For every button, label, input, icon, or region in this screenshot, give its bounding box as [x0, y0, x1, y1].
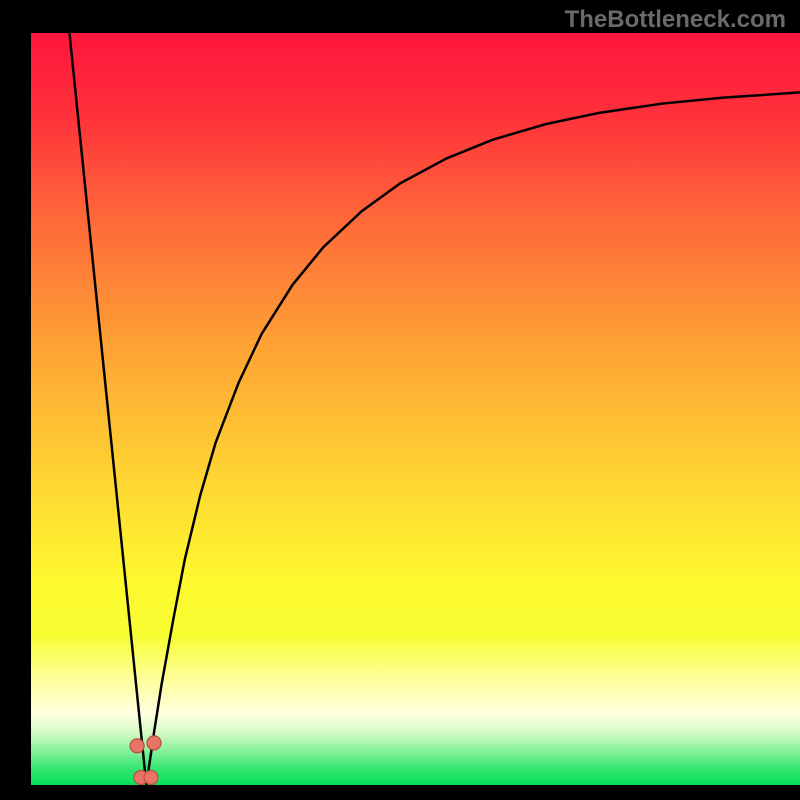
data-marker: [144, 770, 158, 784]
watermark-label: TheBottleneck.com: [565, 6, 786, 34]
chart-container: TheBottleneck.com: [0, 0, 800, 800]
plot-svg: [31, 33, 800, 785]
gradient-background: [31, 33, 800, 785]
plot-area: [31, 33, 800, 785]
data-marker: [130, 739, 144, 753]
data-marker: [147, 736, 161, 750]
